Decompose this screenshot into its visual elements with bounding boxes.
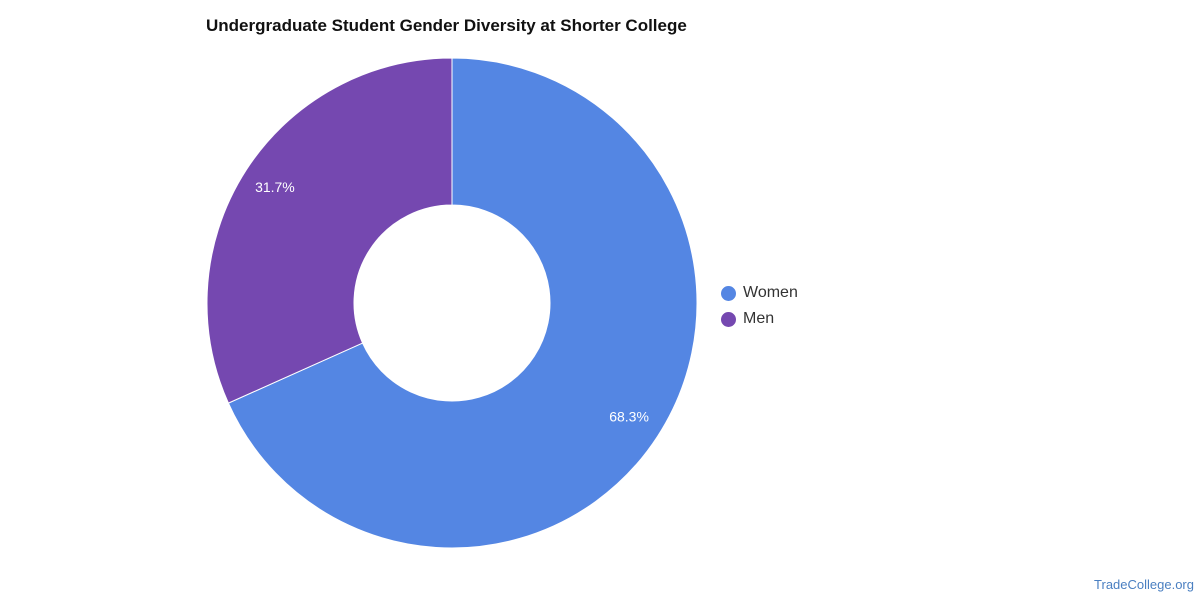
legend-label-women: Women bbox=[743, 284, 798, 301]
slice-label-men: 31.7% bbox=[255, 179, 295, 195]
chart-title: Undergraduate Student Gender Diversity a… bbox=[206, 16, 687, 35]
legend-label-men: Men bbox=[743, 310, 775, 327]
legend-item-men[interactable]: Men bbox=[721, 306, 798, 332]
slice-women[interactable] bbox=[227, 57, 698, 549]
legend-swatch-men bbox=[721, 311, 736, 327]
slice-men[interactable] bbox=[206, 57, 453, 404]
watermark-link[interactable]: TradeCollege.org bbox=[1094, 577, 1194, 592]
legend-item-women[interactable]: Women bbox=[721, 280, 798, 306]
legend-swatch-women bbox=[721, 285, 736, 301]
slice-label-women: 68.3% bbox=[609, 408, 649, 424]
chart-legend: Women Men bbox=[721, 280, 798, 332]
